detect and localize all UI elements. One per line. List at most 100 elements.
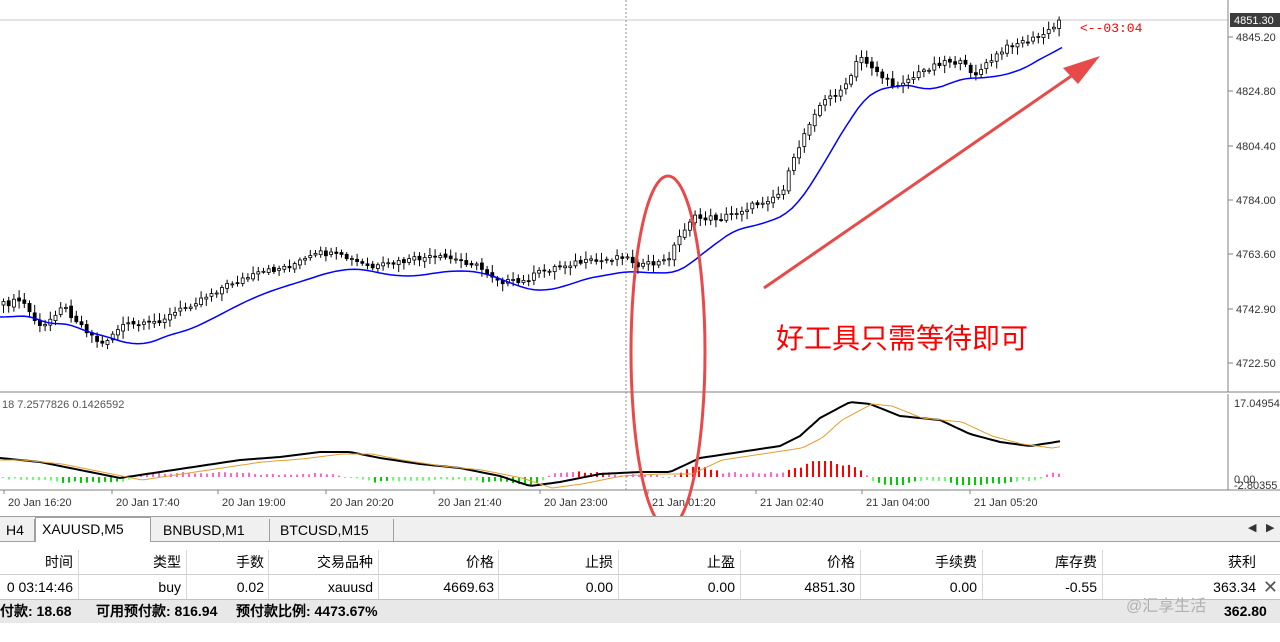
annotation-text: 好工具只需等待即可	[776, 322, 1028, 355]
histogram-bar	[836, 464, 838, 477]
candle-body	[412, 256, 417, 261]
col-type[interactable]: 类型	[153, 554, 181, 570]
histogram-bar	[740, 473, 742, 477]
histogram-bar	[14, 477, 16, 479]
candle-body	[807, 123, 812, 136]
candle-body	[58, 307, 63, 315]
histogram-bar	[710, 469, 712, 477]
candle-body	[703, 217, 708, 221]
candle-body	[323, 250, 328, 257]
histogram-bar	[578, 471, 580, 477]
col-symbol[interactable]: 交易品种	[317, 554, 373, 570]
histogram-bar	[902, 477, 904, 485]
tab-xauusd-m5[interactable]: XAUUSD,M5	[35, 517, 151, 542]
candle-body	[823, 99, 827, 106]
histogram-bar	[548, 475, 550, 477]
col-swap[interactable]: 库存费	[1055, 554, 1097, 570]
histogram-bar	[308, 474, 310, 477]
candle-body	[989, 60, 994, 63]
histogram-bar	[1004, 477, 1006, 484]
tab-btcusd-m15[interactable]: BTCUSD,M15	[274, 519, 394, 541]
col-profit[interactable]: 获利	[1228, 554, 1256, 570]
col-open-price[interactable]: 价格	[466, 554, 494, 570]
candle-body	[974, 72, 978, 76]
candle-body	[625, 256, 630, 259]
histogram-bar	[92, 477, 94, 482]
trade-row[interactable]: 0 03:14:46 buy 0.02 xauusd 4669.63 0.00 …	[0, 575, 1280, 599]
candle-body	[178, 307, 183, 312]
candle-body	[1046, 29, 1051, 34]
candle-body	[594, 259, 599, 262]
candle-body	[786, 170, 791, 192]
tab-bnbusd-m1[interactable]: BNBUSD,M1	[157, 519, 270, 541]
candle-body	[64, 307, 68, 309]
candle-body	[542, 269, 547, 272]
tab-scroll-left-icon[interactable]: ◀	[1248, 522, 1257, 534]
histogram-bar	[2, 477, 4, 478]
candle-body	[604, 258, 609, 261]
candle-body	[906, 78, 911, 83]
histogram-bar	[230, 473, 232, 477]
col-volume[interactable]: 手数	[236, 554, 264, 570]
price-tick-label: 4845.20	[1236, 32, 1276, 44]
price-chart[interactable]: 4845.20 4824.80 4804.40 4784.00 4763.60 4742.…	[0, 0, 1280, 516]
histogram-bar	[908, 477, 910, 483]
candle-body	[750, 202, 755, 210]
candle-body	[802, 133, 807, 147]
candle-body	[69, 305, 73, 318]
candle-body	[589, 258, 593, 261]
candle-body	[339, 252, 344, 255]
candle-body	[708, 215, 713, 221]
candle-body	[209, 293, 214, 297]
histogram-bar	[80, 477, 82, 483]
col-current-price[interactable]: 价格	[827, 554, 855, 570]
histogram-bar	[8, 477, 10, 480]
indicator-values: 18 7.2577826 0.1426592	[2, 399, 124, 411]
candle-body	[100, 340, 105, 344]
candle-body	[386, 262, 391, 265]
histogram-bar	[848, 464, 850, 477]
candle-body	[43, 324, 47, 327]
histogram-bar	[878, 477, 880, 483]
candle-body	[1052, 26, 1056, 30]
histogram-bar	[1052, 472, 1054, 477]
col-take-profit[interactable]: 止盈	[707, 554, 735, 570]
trade-take-profit[interactable]: 0.00	[707, 579, 735, 595]
histogram-bar	[950, 477, 952, 483]
candle-body	[714, 214, 718, 221]
oscillator-histogram	[2, 461, 1060, 485]
candle-body	[740, 211, 744, 215]
trade-time: 0 03:14:46	[6, 579, 73, 595]
col-stop-loss[interactable]: 止损	[585, 554, 613, 570]
histogram-bar	[986, 477, 988, 484]
candle-body	[17, 297, 22, 302]
candle-body	[1041, 34, 1046, 38]
histogram-bar	[488, 477, 490, 482]
price-tick-label: 4742.90	[1236, 304, 1276, 316]
histogram-bar	[434, 477, 436, 480]
histogram-bar	[182, 472, 184, 477]
histogram-bar	[752, 472, 754, 477]
histogram-bar	[290, 474, 292, 477]
candle-body	[651, 261, 656, 266]
histogram-bar	[650, 475, 652, 477]
tab-h4[interactable]: H4	[0, 519, 35, 541]
col-commission[interactable]: 手续费	[935, 554, 977, 570]
candle-body	[188, 306, 193, 309]
margin-level-value: 预付款比例: 4473.67%	[236, 603, 378, 619]
histogram-bar	[656, 474, 658, 477]
histogram-bar	[278, 474, 280, 477]
tab-scroll-right-icon[interactable]: ▶	[1266, 522, 1275, 534]
margin-value: 预付款: 18.68	[0, 603, 72, 619]
histogram-bar	[980, 477, 982, 485]
candle-body	[266, 268, 271, 273]
histogram-bar	[602, 472, 604, 477]
candle-body	[1, 301, 6, 306]
price-tick-label: 4722.50	[1236, 358, 1276, 370]
col-time[interactable]: 时间	[45, 554, 73, 570]
histogram-bar	[722, 473, 724, 477]
trade-stop-loss[interactable]: 0.00	[585, 579, 613, 595]
close-position-icon[interactable]: ✕	[1262, 577, 1278, 597]
trend-arrow-head	[1063, 56, 1100, 84]
candle-body	[677, 235, 682, 246]
